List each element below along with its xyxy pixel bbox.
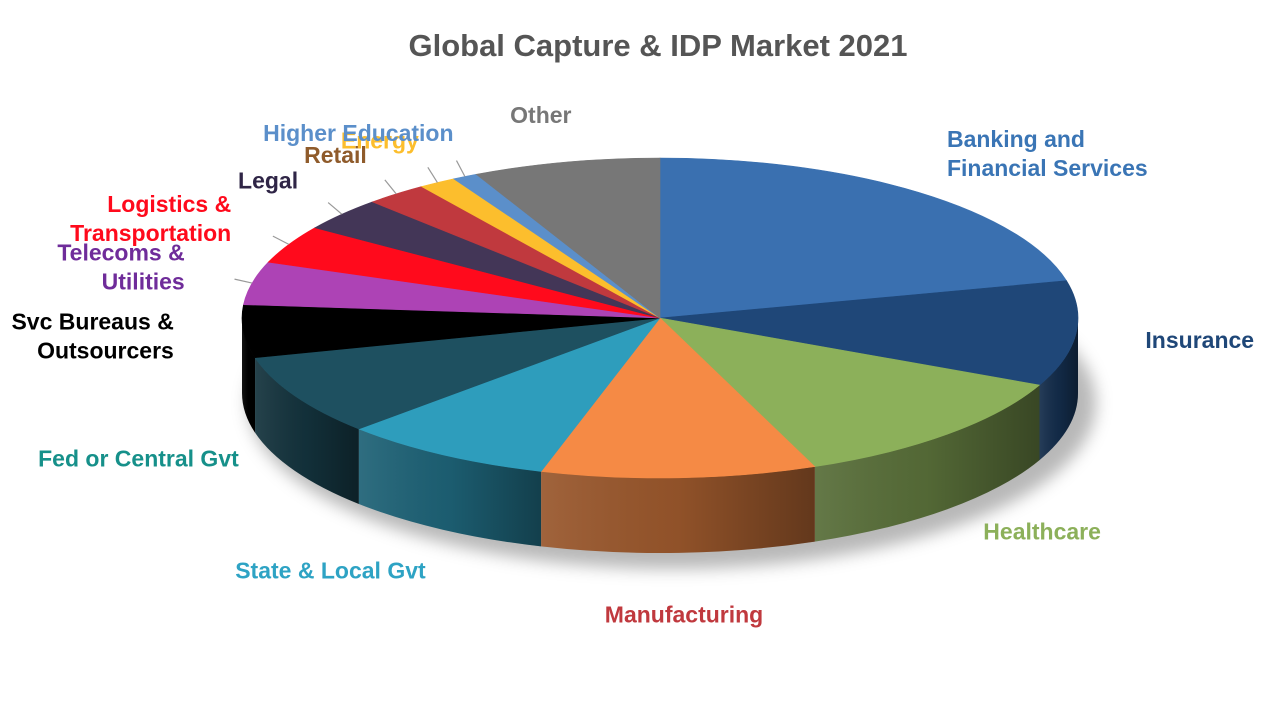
slice-label-line: Fed or Central Gvt xyxy=(38,445,239,471)
slice-label-line: Svc Bureaus & xyxy=(11,308,173,334)
slice-label: Healthcare xyxy=(983,518,1101,544)
pie-slice-side-shading xyxy=(255,357,359,504)
pie-slice-side-shading xyxy=(242,318,256,433)
pie-slice xyxy=(254,317,661,430)
leader-line xyxy=(384,179,397,195)
pie-slice-side-shading xyxy=(541,466,815,553)
slice-label-line: State & Local Gvt xyxy=(235,558,426,584)
slice-label-line: Legal xyxy=(238,167,298,193)
slice-label-line: Healthcare xyxy=(983,518,1101,544)
pie-slice xyxy=(659,157,1068,319)
slice-label: Manufacturing xyxy=(605,602,763,628)
leader-line xyxy=(427,167,438,183)
slice-label-line: Other xyxy=(510,102,571,128)
slice-label: Higher Education xyxy=(263,120,453,146)
pie-slice-side-shading xyxy=(814,385,1040,542)
pie-slice xyxy=(659,280,1079,386)
pie-slice xyxy=(241,304,661,358)
leader-line xyxy=(234,278,253,284)
slice-label-line: Financial Services xyxy=(947,155,1148,181)
slice-label: Retail xyxy=(304,142,367,168)
leader-line xyxy=(272,235,290,245)
pie-slice xyxy=(358,317,661,472)
slice-label-line: Retail xyxy=(304,142,367,168)
slice-label: Fed or Central Gvt xyxy=(38,445,239,471)
slice-label: Energy xyxy=(341,128,419,154)
slice-label-line: Banking and xyxy=(947,126,1085,152)
chart-title: Global Capture & IDP Market 2021 xyxy=(408,28,908,63)
slice-label: State & Local Gvt xyxy=(235,558,426,584)
slice-label: Logistics & Transportation xyxy=(70,191,231,246)
slice-label-line: Outsourcers xyxy=(37,337,174,363)
slice-label-line: Energy xyxy=(341,128,419,154)
slice-label: Other xyxy=(510,102,571,128)
pie-slice-side-shading xyxy=(1039,318,1078,461)
slice-label-line: Logistics & xyxy=(107,191,231,217)
slice-label-line: Manufacturing xyxy=(605,602,763,628)
slice-label: Banking and Financial Services xyxy=(947,126,1148,181)
pie-slice xyxy=(540,317,816,479)
slice-label: Svc Bureaus & Outsourcers xyxy=(11,308,173,363)
slice-label-line: Telecoms & xyxy=(57,239,184,265)
slice-label-line: Higher Education xyxy=(263,120,453,146)
pie-slice-side-shading xyxy=(358,428,542,547)
pie-slice xyxy=(475,157,661,319)
slice-label-line: Utilities xyxy=(102,268,185,294)
leader-line xyxy=(455,160,466,177)
slice-label-line: Transportation xyxy=(70,220,231,246)
leader-line xyxy=(327,202,343,215)
slice-label: Legal xyxy=(238,167,298,193)
slice-label: Insurance xyxy=(1145,327,1254,353)
slice-label-line: Insurance xyxy=(1145,327,1254,353)
pie-slice xyxy=(659,317,1041,467)
slice-label: Telecoms & Utilities xyxy=(57,239,184,294)
